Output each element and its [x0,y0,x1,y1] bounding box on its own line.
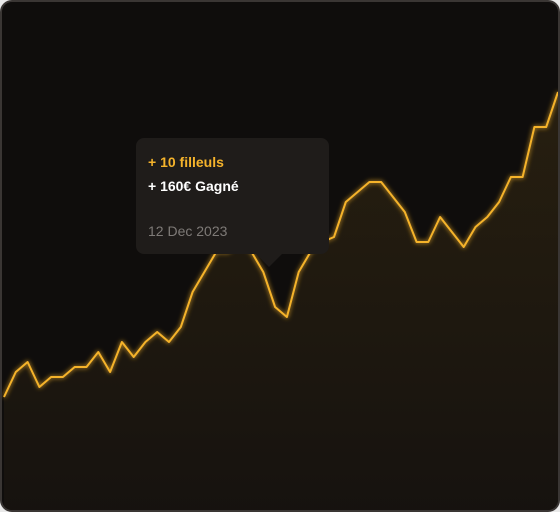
tooltip-earned: + 160€ Gagné [148,178,239,194]
tooltip-referrals: + 10 filleuls [148,154,224,170]
series-line [3,91,558,398]
tooltip-date: 12 Dec 2023 [148,223,228,239]
tooltip: + 10 filleuls + 160€ Gagné 12 Dec 2023 [136,138,329,254]
tooltip-pointer [255,253,283,267]
series-area-fill [4,92,558,510]
